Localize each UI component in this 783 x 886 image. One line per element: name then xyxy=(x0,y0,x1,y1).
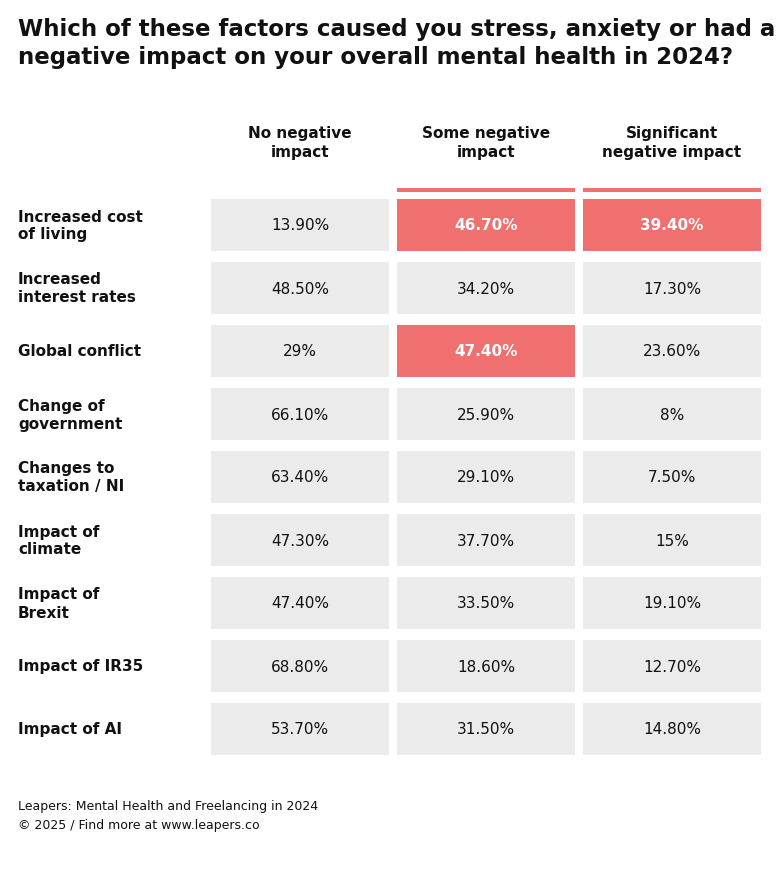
Text: 25.90%: 25.90% xyxy=(457,407,515,422)
Bar xyxy=(397,452,575,503)
Bar xyxy=(397,641,575,692)
Text: 23.60%: 23.60% xyxy=(643,344,701,359)
Text: 47.40%: 47.40% xyxy=(454,344,518,359)
Text: Leapers: Mental Health and Freelancing in 2024
© 2025 / Find more at www.leapers: Leapers: Mental Health and Freelancing i… xyxy=(18,799,318,831)
Text: Impact of
Brexit: Impact of Brexit xyxy=(18,587,99,620)
Text: 17.30%: 17.30% xyxy=(643,281,701,296)
Text: Impact of AI: Impact of AI xyxy=(18,722,122,736)
Bar xyxy=(583,199,761,252)
Text: Increased
interest rates: Increased interest rates xyxy=(18,272,136,305)
Bar xyxy=(583,326,761,377)
Text: Which of these factors caused you stress, anxiety or had a: Which of these factors caused you stress… xyxy=(18,18,775,41)
Text: 14.80%: 14.80% xyxy=(643,722,701,736)
Bar xyxy=(211,199,389,252)
Bar xyxy=(583,189,761,193)
Text: 13.90%: 13.90% xyxy=(271,218,329,233)
Text: 48.50%: 48.50% xyxy=(271,281,329,296)
Bar xyxy=(211,452,389,503)
Text: No negative
impact: No negative impact xyxy=(248,126,352,159)
Text: 29%: 29% xyxy=(283,344,317,359)
Bar xyxy=(211,389,389,440)
Bar xyxy=(397,578,575,629)
Bar xyxy=(211,703,389,755)
Text: 46.70%: 46.70% xyxy=(454,218,518,233)
Text: negative impact on your overall mental health in 2024?: negative impact on your overall mental h… xyxy=(18,46,733,69)
Bar xyxy=(583,641,761,692)
Text: 33.50%: 33.50% xyxy=(456,595,515,610)
Text: 31.50%: 31.50% xyxy=(457,722,515,736)
Text: 53.70%: 53.70% xyxy=(271,722,329,736)
Text: 47.30%: 47.30% xyxy=(271,532,329,548)
Text: 18.60%: 18.60% xyxy=(457,659,515,673)
Bar xyxy=(397,326,575,377)
Text: 8%: 8% xyxy=(660,407,684,422)
Text: Global conflict: Global conflict xyxy=(18,344,141,359)
Text: 39.40%: 39.40% xyxy=(640,218,704,233)
Text: Changes to
taxation / NI: Changes to taxation / NI xyxy=(18,461,124,494)
Text: 12.70%: 12.70% xyxy=(643,659,701,673)
Bar xyxy=(211,641,389,692)
Text: 66.10%: 66.10% xyxy=(271,407,329,422)
Bar xyxy=(397,389,575,440)
Bar xyxy=(397,199,575,252)
Text: 37.70%: 37.70% xyxy=(457,532,515,548)
Bar xyxy=(583,578,761,629)
Bar xyxy=(397,189,575,193)
Text: Impact of IR35: Impact of IR35 xyxy=(18,659,143,673)
Bar xyxy=(583,452,761,503)
Bar xyxy=(397,263,575,315)
Text: 7.50%: 7.50% xyxy=(648,470,696,485)
Text: Change of
government: Change of government xyxy=(18,398,122,431)
Text: 19.10%: 19.10% xyxy=(643,595,701,610)
Text: 15%: 15% xyxy=(655,532,689,548)
Bar xyxy=(397,515,575,566)
Text: 47.40%: 47.40% xyxy=(271,595,329,610)
Bar xyxy=(211,515,389,566)
Text: Significant
negative impact: Significant negative impact xyxy=(602,126,742,159)
Bar xyxy=(211,263,389,315)
Text: Impact of
climate: Impact of climate xyxy=(18,524,99,557)
Bar xyxy=(583,515,761,566)
Bar xyxy=(211,326,389,377)
Bar xyxy=(583,263,761,315)
Text: 29.10%: 29.10% xyxy=(457,470,515,485)
Text: Some negative
impact: Some negative impact xyxy=(422,126,550,159)
Text: 63.40%: 63.40% xyxy=(271,470,329,485)
Bar xyxy=(397,703,575,755)
Text: 34.20%: 34.20% xyxy=(457,281,515,296)
Bar xyxy=(583,703,761,755)
Text: Increased cost
of living: Increased cost of living xyxy=(18,209,143,242)
Bar xyxy=(211,578,389,629)
Text: 68.80%: 68.80% xyxy=(271,659,329,673)
Bar xyxy=(583,389,761,440)
